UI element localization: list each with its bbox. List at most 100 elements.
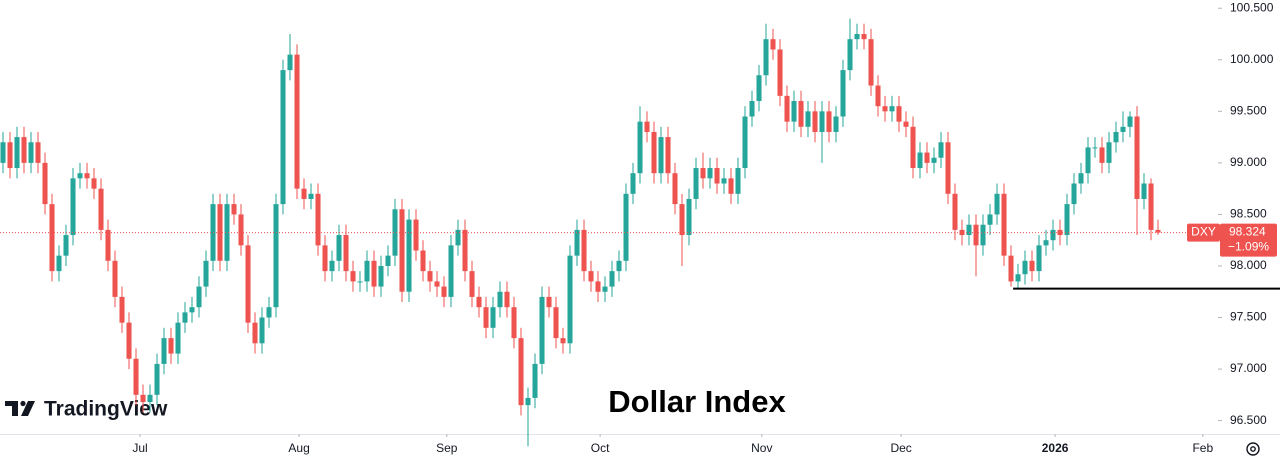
y-tick-label: 96.500 [1230, 413, 1267, 427]
candle-body [168, 338, 174, 354]
candle-body [427, 271, 433, 282]
candle-body [826, 111, 832, 132]
candle-body [875, 85, 881, 107]
candle-body [413, 219, 419, 251]
candle-body [406, 219, 412, 292]
candle-body [434, 281, 440, 287]
candle-body [630, 173, 636, 194]
y-tick-label: 99.500 [1230, 104, 1267, 118]
logo-slash [21, 401, 35, 416]
candle-body [637, 121, 643, 174]
candle-body [770, 39, 776, 50]
candle-body [343, 235, 349, 272]
candle-body [140, 394, 146, 403]
candle-body [966, 224, 972, 236]
candle-body [980, 224, 986, 246]
candle-body [161, 338, 167, 364]
candle-body [1071, 183, 1077, 205]
candle-body [1092, 147, 1098, 149]
settings-icon[interactable] [1246, 442, 1260, 456]
symbol-label: DXY [1191, 225, 1216, 239]
candle-body [917, 152, 923, 169]
candle-body [259, 317, 265, 344]
candle-body [21, 137, 27, 163]
candle-body [595, 281, 601, 292]
logo-dot [20, 400, 26, 407]
candle-body [154, 363, 160, 395]
candle-body [1015, 274, 1021, 282]
candle-body [7, 142, 13, 169]
candle-body [693, 168, 699, 199]
candle-body [910, 126, 916, 169]
change-label: −1.09% [1228, 240, 1269, 254]
gear-hub[interactable] [1250, 446, 1256, 452]
candle-body [581, 229, 587, 272]
candle-body [448, 245, 454, 297]
candle-body [553, 307, 559, 339]
x-tick-label: Aug [288, 441, 309, 455]
candle-body [70, 178, 76, 236]
candle-body [945, 142, 951, 194]
candle-body [420, 250, 426, 272]
candle-body [1120, 126, 1126, 132]
candle-body [798, 101, 804, 127]
candle-body [1155, 229, 1161, 233]
candle-body [147, 394, 153, 403]
candle-body [357, 281, 363, 283]
candle-body [84, 173, 90, 179]
candle-body [224, 204, 230, 261]
watermark-text: TradingView [44, 398, 168, 421]
candle-body [735, 168, 741, 194]
y-tick-label: 99.000 [1230, 155, 1267, 169]
x-tick-label: Sep [436, 441, 458, 455]
y-tick-label: 100.000 [1230, 52, 1274, 66]
candle-body [924, 152, 930, 163]
candle-body [301, 188, 307, 199]
candle-body [231, 204, 237, 215]
candle-body [196, 286, 202, 308]
candle-body [1099, 147, 1105, 163]
x-tick-label: Nov [751, 441, 772, 455]
candle-body [483, 307, 489, 328]
candle-body [42, 162, 48, 205]
candle-body [539, 296, 545, 364]
candle-body [994, 193, 1000, 215]
candle-body [126, 322, 132, 359]
candle-body [266, 307, 272, 318]
candle-body [1029, 260, 1035, 272]
candle-body [931, 157, 937, 163]
candle-body [1106, 142, 1112, 163]
candle-body [476, 296, 482, 308]
candle-body [658, 137, 664, 174]
gear-ring[interactable] [1246, 442, 1260, 456]
candle-body [700, 168, 706, 179]
x-tick-label: Dec [890, 441, 911, 455]
candle-body [350, 271, 356, 282]
candle-body [665, 137, 671, 174]
candle-body [77, 173, 83, 179]
candle-body [294, 54, 300, 189]
candle-body [189, 307, 195, 313]
candle-body [63, 235, 69, 256]
x-tick-label: Feb [1192, 441, 1213, 455]
candle-body [1036, 245, 1042, 272]
candle-body [14, 137, 20, 169]
candle-body [1085, 147, 1091, 174]
candle-body [567, 255, 573, 344]
candle-body [1057, 229, 1063, 236]
candle-body [392, 209, 398, 256]
candle-body [336, 235, 342, 261]
candle-body [105, 229, 111, 261]
candle-body [238, 214, 244, 246]
candle-body [812, 111, 818, 132]
y-tick-label: 98.500 [1230, 207, 1267, 221]
y-tick-label: 98.000 [1230, 258, 1267, 272]
candle-body [273, 204, 279, 308]
candle-body [1141, 183, 1147, 199]
candle-body [889, 106, 895, 112]
candle-body [1001, 193, 1007, 256]
candle-body [833, 116, 839, 132]
candle-body [1008, 255, 1014, 282]
candle-body [91, 178, 97, 189]
candle-body [560, 338, 566, 344]
